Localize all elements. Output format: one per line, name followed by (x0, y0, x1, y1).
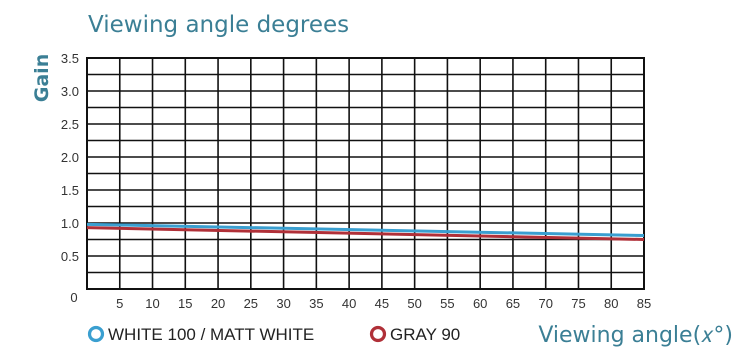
x-tick-label: 30 (276, 296, 290, 311)
x-tick-label: 20 (211, 296, 225, 311)
legend-marker-white (87, 325, 105, 343)
series-line-white (86, 222, 645, 238)
legend: WHITE 100 / MATT WHITE GRAY 90 (87, 325, 460, 344)
x-tick-label: 55 (440, 296, 454, 311)
x-tick-label: 45 (375, 296, 389, 311)
chart-title: Viewing angle degrees (88, 12, 349, 38)
series-lines (86, 222, 645, 241)
y-axis-label: Gain (31, 54, 53, 102)
y-tick-label: 2.0 (61, 150, 79, 165)
x-tick-label: 35 (309, 296, 323, 311)
x-tick-label: 5 (116, 296, 123, 311)
x-tick-label: 85 (637, 296, 651, 311)
x-tick-label: 60 (473, 296, 487, 311)
y-tick-label: 3.5 (61, 51, 79, 66)
x-tick-label: 25 (244, 296, 258, 311)
y-tick-label: 0.5 (61, 249, 79, 264)
x-tick-label: 15 (178, 296, 192, 311)
legend-marker-gray (369, 325, 387, 343)
x-tick-label: 75 (571, 296, 585, 311)
x-tick-label: 40 (342, 296, 356, 311)
origin-label: 0 (70, 290, 77, 305)
y-tick-label: 3.0 (61, 84, 79, 99)
grid (86, 57, 645, 290)
plot-area (86, 57, 645, 290)
x-axis-ticks: 5 10 15 20 25 30 35 40 45 50 55 60 65 70 75 80 85 (116, 296, 651, 311)
x-tick-label: 10 (145, 296, 159, 311)
x-tick-label: 65 (506, 296, 520, 311)
x-tick-label: 80 (604, 296, 618, 311)
y-tick-label: 2.5 (61, 117, 79, 132)
y-tick-label: 1.0 (61, 216, 79, 231)
x-axis-label: Viewing angle(𝑥°) (538, 323, 733, 348)
x-tick-label: 70 (538, 296, 552, 311)
y-tick-label: 1.5 (61, 183, 79, 198)
y-axis-ticks: 0.5 1.0 1.5 2.0 2.5 3.0 3.5 (61, 51, 79, 264)
legend-label-gray: GRAY 90 (390, 325, 460, 344)
series-line-gray (86, 226, 645, 241)
x-tick-label: 50 (407, 296, 421, 311)
legend-label-white: WHITE 100 / MATT WHITE (108, 325, 314, 344)
